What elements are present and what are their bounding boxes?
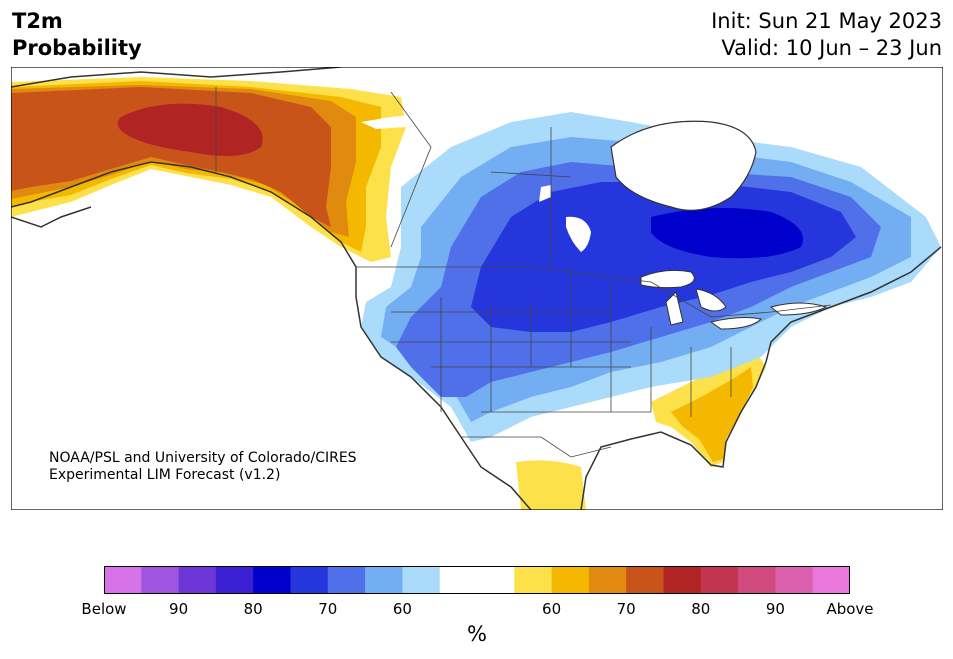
colorbar-tick-label: 60: [542, 600, 562, 618]
colorbar-unit: %: [467, 622, 487, 646]
colorbar-tick-label: Below: [81, 600, 127, 618]
colorbar-bin: [104, 566, 142, 594]
credit-text: NOAA/PSL and University of Colorado/CIRE…: [49, 450, 357, 484]
colorbar-bin: [588, 566, 627, 594]
colorbar-bin: [738, 566, 776, 594]
alaska-warm-anomaly: [11, 77, 406, 262]
credit-line-1: NOAA/PSL and University of Colorado/CIRE…: [49, 450, 357, 466]
colorbar-bin: [477, 566, 515, 594]
colorbar-tick-label: 70: [616, 600, 636, 618]
colorbar-bin: [290, 566, 329, 594]
water-bodies: [361, 115, 828, 330]
variable-label: T2m: [12, 9, 63, 33]
valid-period: Valid: 10 Jun – 23 Jun: [721, 36, 942, 60]
init-date: Init: Sun 21 May 2023: [711, 9, 942, 33]
colorbar-tick-label: 90: [765, 600, 785, 618]
colorbar-tick-label: 90: [169, 600, 189, 618]
colorbar-bin: [775, 566, 814, 594]
colorbar-tick-label: 60: [392, 600, 412, 618]
colorbar-tick-label: 80: [243, 600, 263, 618]
colorbar-bin: [402, 566, 441, 594]
colorbar-bin: [812, 566, 850, 594]
colorbar-tick-label: 80: [691, 600, 711, 618]
coastlines: [11, 67, 942, 510]
colorbar-bin: [215, 566, 254, 594]
colorbar-frame: [104, 566, 850, 594]
colorbar-bin: [253, 566, 291, 594]
colorbar-tick-label: Above: [826, 600, 874, 618]
credit-line-2: Experimental LIM Forecast (v1.2): [49, 467, 281, 483]
colorbar-bin: [626, 566, 664, 594]
figure-title: T2m Probability: [12, 8, 142, 62]
colorbar-bin: [663, 566, 702, 594]
colorbar-bin: [551, 566, 590, 594]
colorbar-bin: [439, 566, 478, 594]
colorbar-bin: [141, 566, 180, 594]
colorbar-bin: [514, 566, 553, 594]
colorbar-tick-label: 70: [318, 600, 338, 618]
southeast-warm-anomaly: [516, 352, 766, 510]
political-borders: [215, 87, 832, 458]
colorbar-bin: [700, 566, 739, 594]
colorbar-bin: [178, 566, 217, 594]
colorbar: [104, 566, 850, 594]
colorbar-bin: [365, 566, 403, 594]
date-info: Init: Sun 21 May 2023 Valid: 10 Jun – 23…: [711, 8, 942, 62]
colorbar-bin: [327, 566, 366, 594]
product-label: Probability: [12, 36, 142, 60]
probability-map: [11, 67, 943, 510]
